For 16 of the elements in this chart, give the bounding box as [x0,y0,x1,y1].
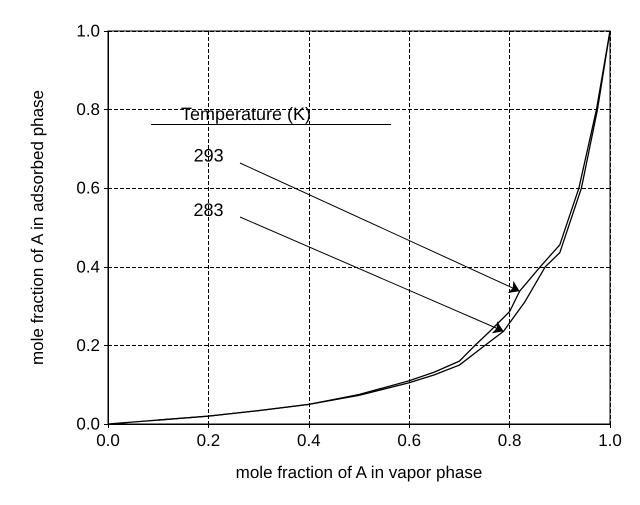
x-axis-title: mole fraction of A in vapor phase [236,463,482,482]
y-tick-label: 0.0 [76,414,100,434]
y-axis-title: mole fraction of A in adsorbed phase [28,90,47,366]
y-tick-label: 0.6 [76,178,100,198]
x-tick-label: 0.6 [397,431,422,450]
x-tick-label: 0.2 [196,431,220,450]
x-tick-label: 0.8 [498,431,522,450]
x-tick-label: 1.0 [598,431,622,450]
x-tick-label: 0.4 [296,431,321,450]
y-tick-label: 0.4 [76,257,100,276]
x-tick-label: 0.0 [96,431,120,450]
annotation: 283 [193,200,224,220]
y-tick-label: 1.0 [76,22,100,40]
y-tick-label: 0.2 [76,336,100,355]
y-tick-label: 0.8 [76,100,100,120]
annotation: 293 [194,146,224,166]
